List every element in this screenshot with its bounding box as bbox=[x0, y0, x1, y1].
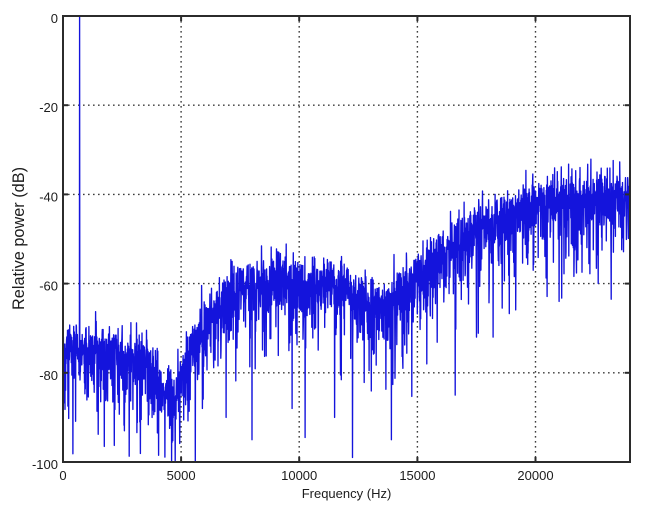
svg-text:-100: -100 bbox=[32, 457, 58, 472]
svg-text:0: 0 bbox=[59, 468, 66, 483]
svg-text:Frequency (Hz): Frequency (Hz) bbox=[302, 486, 392, 501]
svg-text:10000: 10000 bbox=[281, 468, 317, 483]
svg-text:-20: -20 bbox=[39, 100, 58, 115]
svg-text:Relative power (dB): Relative power (dB) bbox=[10, 167, 28, 310]
svg-text:0: 0 bbox=[51, 11, 58, 26]
svg-text:-40: -40 bbox=[39, 189, 58, 204]
svg-text:-60: -60 bbox=[39, 279, 58, 294]
svg-text:20000: 20000 bbox=[517, 468, 553, 483]
svg-text:-80: -80 bbox=[39, 368, 58, 383]
svg-text:15000: 15000 bbox=[399, 468, 435, 483]
svg-text:5000: 5000 bbox=[167, 468, 196, 483]
